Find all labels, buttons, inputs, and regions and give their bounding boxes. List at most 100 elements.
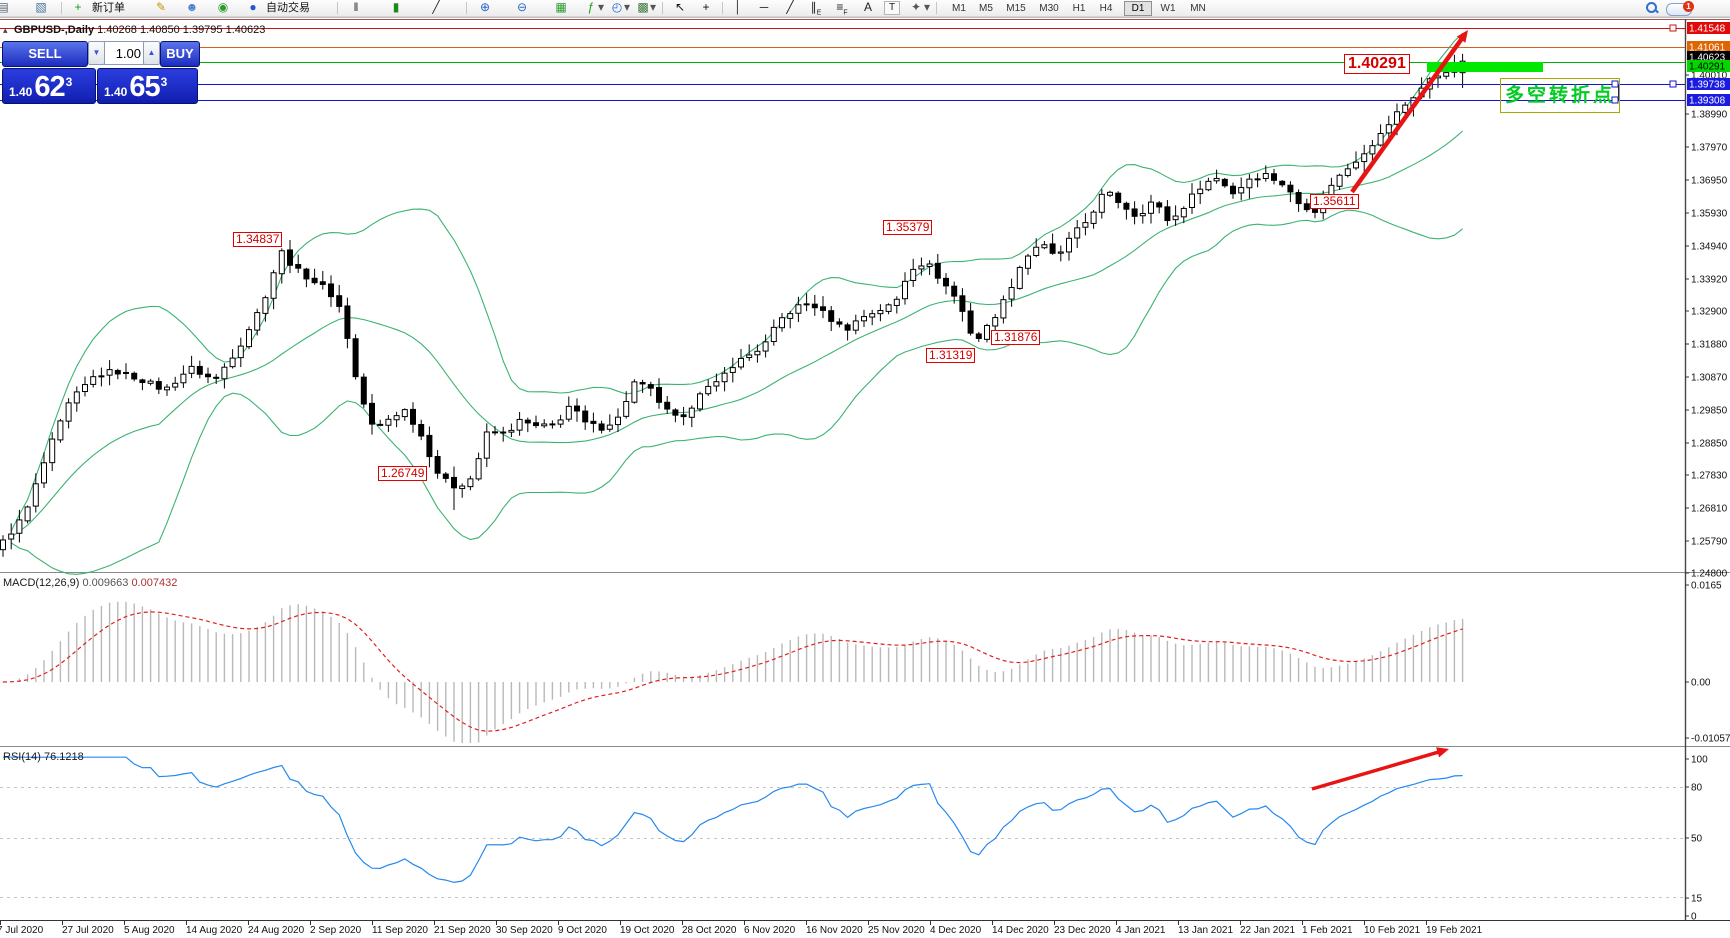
rsi-series <box>3 756 1463 884</box>
svg-text:1.33920: 1.33920 <box>1691 275 1728 286</box>
sell-button[interactable]: SELL <box>2 41 88 67</box>
text-icon[interactable]: A <box>863 0 872 14</box>
timeframe-button-m30[interactable]: M30 <box>1039 3 1059 14</box>
channel-icon[interactable]: ∥E <box>810 0 822 17</box>
price-annotation-label[interactable]: 1.40291 <box>1344 54 1410 74</box>
chat-icon[interactable]: 1 <box>1666 1 1694 16</box>
template-icon[interactable]: ▩ <box>637 0 649 14</box>
autotrading-icon[interactable]: ● <box>249 0 257 14</box>
timeframe-button-m5[interactable]: M5 <box>979 3 993 14</box>
lot-size-input[interactable] <box>104 41 145 65</box>
svg-text:1.39308: 1.39308 <box>1689 96 1726 107</box>
svg-text:25 Nov 2020: 25 Nov 2020 <box>868 925 925 936</box>
lot-decrease-button[interactable]: ▼ <box>88 41 105 65</box>
arrows-icon[interactable]: ✦ <box>910 0 922 14</box>
timeframe-button-mn[interactable]: MN <box>1190 3 1206 14</box>
bollinger-bands <box>10 32 1463 575</box>
timeframe-button-w1[interactable]: W1 <box>1160 3 1176 14</box>
bull-bear-turning-point-note[interactable]: 多空转折点 <box>1500 78 1620 113</box>
svg-text:1.39738: 1.39738 <box>1689 80 1726 91</box>
crosshair-icon[interactable]: + <box>702 0 710 14</box>
svg-text:1.41548: 1.41548 <box>1689 24 1726 35</box>
fibonacci-icon[interactable]: ≡F <box>836 0 848 17</box>
zoom-out-icon[interactable]: ⊖ <box>516 0 528 14</box>
price-annotation-label[interactable]: 1.31319 <box>926 348 976 363</box>
window-icon[interactable]: ▤ <box>0 0 9 14</box>
chart-header: GBPUSD-,Daily 1.40268 1.40850 1.39795 1.… <box>14 24 265 36</box>
search-lens-icon <box>1646 2 1657 13</box>
time-scale: 7 Jul 2020 27 Jul 2020 5 Aug 2020 14 Aug 20… <box>0 921 1483 936</box>
ask-price-prefix: 1.40 <box>104 85 128 99</box>
buy-price-display[interactable]: 1.40 65 3 <box>97 68 198 104</box>
toolbar-separator <box>61 2 62 14</box>
tile-windows-icon[interactable]: ▦ <box>555 0 567 14</box>
svg-text:1.34940: 1.34940 <box>1691 242 1728 253</box>
object-handle <box>1669 80 1677 88</box>
svg-text:1.37970: 1.37970 <box>1691 143 1728 154</box>
horizontal-line-objects[interactable] <box>0 24 1685 104</box>
svg-text:50: 50 <box>1691 834 1703 845</box>
svg-text:2 Sep 2020: 2 Sep 2020 <box>310 925 362 936</box>
price-annotation-label[interactable]: 1.34837 <box>233 232 283 247</box>
timeframe-button-h1[interactable]: H1 <box>1072 3 1086 14</box>
price-annotation-label[interactable]: 1.26749 <box>378 466 428 481</box>
metaeditor-icon[interactable]: ✎ <box>155 0 167 14</box>
toolbar-separator <box>466 2 467 14</box>
ohlc-values: 1.40268 1.40850 1.39795 1.40623 <box>97 24 266 36</box>
new-order-icon[interactable]: + <box>74 0 82 14</box>
line-chart-icon[interactable]: ╱ <box>432 0 440 14</box>
timeframe-button-d1[interactable]: D1 <box>1124 1 1152 16</box>
timeframe-button-m15[interactable]: M15 <box>1006 3 1026 14</box>
trendline-icon[interactable]: ╱ <box>786 0 794 14</box>
timeframe-button-m1[interactable]: M1 <box>952 3 966 14</box>
svg-text:1 Feb 2021: 1 Feb 2021 <box>1302 925 1353 936</box>
bar-chart-icon[interactable]: ‖ <box>353 0 359 14</box>
periods-caret-icon[interactable]: ▾ <box>623 0 631 14</box>
horizontal-line-icon[interactable]: ─ <box>759 0 769 14</box>
candlestick-chart-icon[interactable]: ▮ <box>392 0 400 14</box>
zoom-in-icon[interactable]: ⊕ <box>479 0 491 14</box>
svg-text:30 Sep 2020: 30 Sep 2020 <box>496 925 553 936</box>
arrows-caret-icon[interactable]: ▾ <box>923 0 931 14</box>
svg-text:9 Oct 2020: 9 Oct 2020 <box>558 925 607 936</box>
svg-text:19 Oct 2020: 19 Oct 2020 <box>620 925 675 936</box>
vertical-line-icon[interactable]: │ <box>734 0 742 14</box>
toolbar-separator <box>337 2 338 14</box>
indicators-caret-icon[interactable]: ▾ <box>597 0 605 14</box>
svg-text:1.31880: 1.31880 <box>1691 340 1728 351</box>
svg-text:14 Aug 2020: 14 Aug 2020 <box>186 925 243 936</box>
buy-button[interactable]: BUY <box>160 41 200 67</box>
periods-icon[interactable]: ◴ <box>611 0 623 14</box>
price-annotation-label[interactable]: 1.35379 <box>883 220 933 235</box>
svg-text:1.26810: 1.26810 <box>1691 504 1728 515</box>
template-caret-icon[interactable]: ▾ <box>649 0 657 14</box>
new-order-label[interactable]: 新订单 <box>92 2 125 14</box>
price-scale: 1.40010 1.38990 1.37970 1.36950 1.35930 1.349… <box>1685 22 1730 923</box>
search-icon[interactable] <box>1645 2 1659 15</box>
svg-text:13 Jan 2021: 13 Jan 2021 <box>1178 925 1233 936</box>
label-icon[interactable]: T <box>884 1 900 15</box>
signals-icon[interactable]: ◉ <box>217 0 229 14</box>
indicators-icon[interactable]: ƒ <box>587 0 595 14</box>
svg-text:1.36950: 1.36950 <box>1691 176 1728 187</box>
svg-text:10 Feb 2021: 10 Feb 2021 <box>1364 925 1421 936</box>
cursor-icon[interactable]: ↖ <box>674 0 686 14</box>
sell-price-display[interactable]: 1.40 62 3 <box>2 68 96 104</box>
profile-icon[interactable]: ☻ <box>185 0 199 14</box>
strategy-tester-icon[interactable]: ▧ <box>35 0 47 14</box>
trend-arrows[interactable] <box>1311 30 1468 791</box>
rsi-level-lines <box>0 787 1685 898</box>
price-annotation-label[interactable]: 1.35611 <box>1310 194 1359 209</box>
ask-price-sup: 3 <box>160 75 168 89</box>
svg-text:1.24800: 1.24800 <box>1691 569 1728 580</box>
search-tail-icon <box>1654 8 1659 14</box>
price-annotation-label[interactable]: 1.31876 <box>991 330 1041 345</box>
autotrading-label[interactable]: 自动交易 <box>266 2 310 14</box>
svg-text:1.32900: 1.32900 <box>1691 307 1728 318</box>
timeframe-button-h4[interactable]: H4 <box>1099 3 1113 14</box>
svg-text:14 Dec 2020: 14 Dec 2020 <box>992 925 1049 936</box>
lot-increase-button[interactable]: ▲ <box>143 41 160 65</box>
svg-text:19 Feb 2021: 19 Feb 2021 <box>1426 925 1483 936</box>
